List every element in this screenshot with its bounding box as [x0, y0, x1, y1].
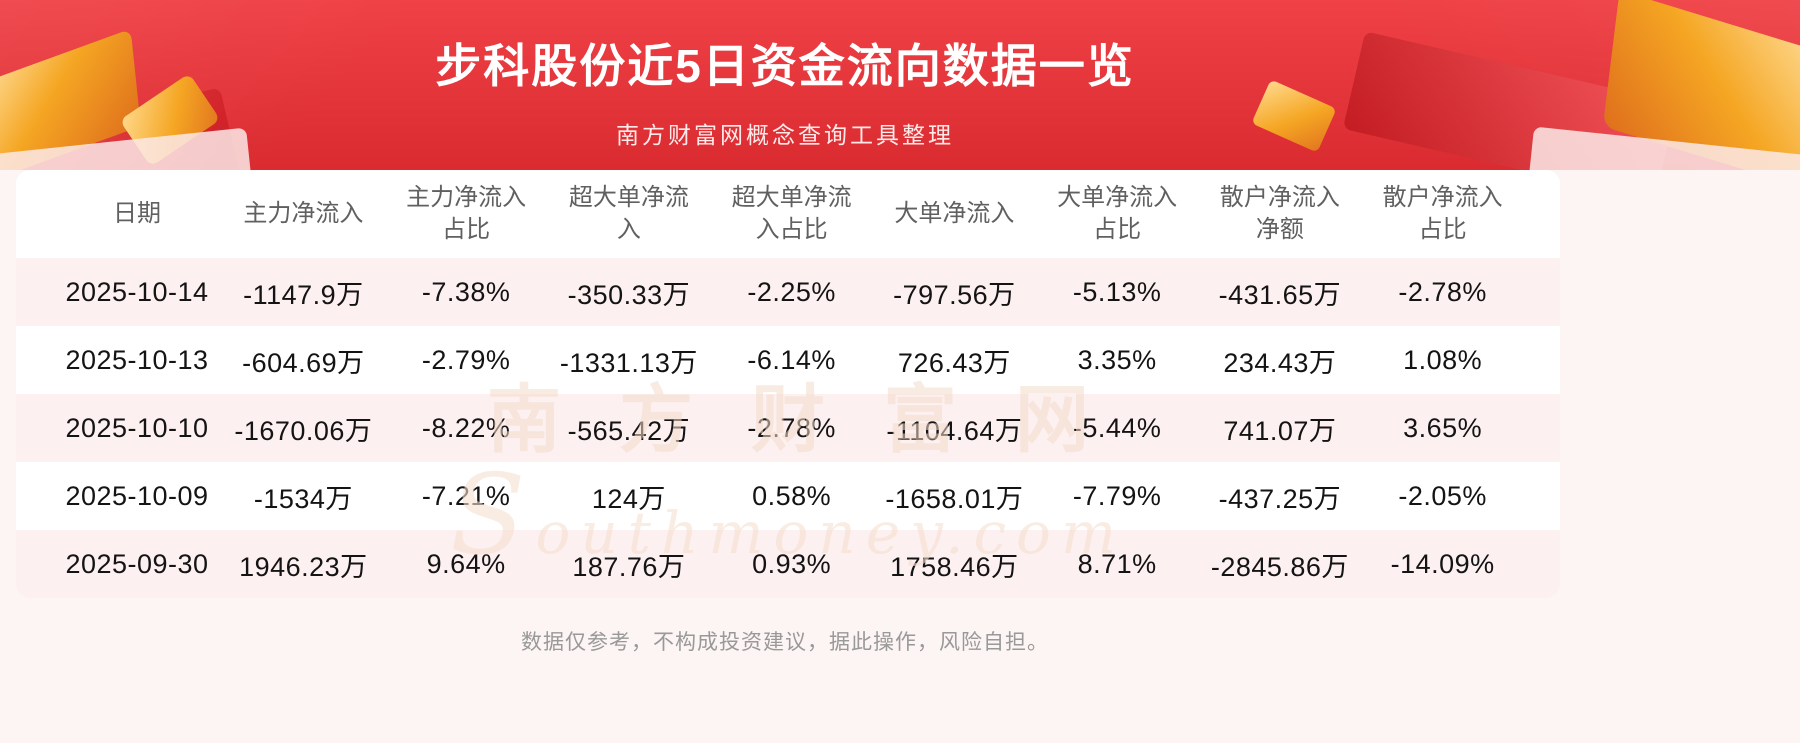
- value-cell: -1147.9万: [243, 279, 364, 310]
- column-header: 散户净流入 净额: [1219, 183, 1340, 243]
- value-cell: 1946.23万: [239, 551, 368, 582]
- value-cell: 8.71%: [1077, 548, 1157, 579]
- column-header: 超大单净流 入: [568, 183, 689, 243]
- value-cell: -2.78%: [747, 412, 836, 443]
- header-text-block: 步科股份近5日资金流向数据一览 南方财富网概念查询工具整理: [0, 30, 1570, 150]
- value-cell: -1534万: [253, 483, 353, 514]
- value-cell: 0.58%: [752, 480, 832, 511]
- table-header-row: 日期 主力净流入 主力净流入 占比 超大单净流 入超大单净流 入占比 大单净流入 大单净流…: [16, 170, 1560, 258]
- gold-ornament-top-right: [1602, 0, 1800, 170]
- column-header: 大单净流入 占比: [1057, 183, 1178, 243]
- table-row: 2025-09-30 1946.23万 9.64% 187.76万 0.93% 1758.…: [16, 530, 1560, 598]
- value-cell: -350.33万: [567, 279, 691, 310]
- value-cell: -2845.86万: [1210, 551, 1349, 582]
- table-row: 2025-10-13 -604.69万 -2.79% -1331.13万 -6.14% 7…: [16, 326, 1560, 394]
- value-cell: -5.44%: [1072, 412, 1162, 443]
- value-cell: -6.14%: [747, 344, 836, 375]
- value-cell: 726.43万: [897, 347, 1011, 378]
- value-cell: -797.56万: [893, 279, 1016, 310]
- date-cell: 2025-09-30: [65, 548, 209, 579]
- value-cell: -14.09%: [1390, 548, 1495, 579]
- table-body: 2025-10-14 -1147.9万 -7.38% -350.33万 -2.25% -7…: [16, 258, 1560, 598]
- date-cell: 2025-10-13: [65, 344, 209, 375]
- value-cell: -431.65万: [1218, 279, 1342, 310]
- value-cell: 3.65%: [1403, 412, 1483, 443]
- column-header: 主力净流入 占比: [406, 183, 527, 243]
- value-cell: -565.42万: [567, 415, 691, 446]
- table-row: 2025-10-09 -1534万 -7.21% 124万 0.58% -1658.01万…: [16, 462, 1560, 530]
- value-cell: 3.35%: [1077, 344, 1157, 375]
- column-header: 散户净流入 占比: [1382, 183, 1503, 243]
- value-cell: -2.78%: [1398, 276, 1487, 307]
- table-row: 2025-10-10 -1670.06万 -8.22% -565.42万 -2.78% -…: [16, 394, 1560, 462]
- page-title: 步科股份近5日资金流向数据一览: [435, 40, 1135, 92]
- value-cell: -7.79%: [1072, 480, 1162, 511]
- value-cell: 1758.46万: [890, 551, 1019, 582]
- date-cell: 2025-10-14: [65, 276, 209, 307]
- value-cell: 0.93%: [752, 548, 832, 579]
- value-cell: -7.38%: [421, 276, 511, 307]
- value-cell: -1331.13万: [559, 347, 698, 378]
- value-cell: 187.76万: [572, 551, 686, 582]
- value-cell: -5.13%: [1072, 276, 1162, 307]
- value-cell: -2.25%: [747, 276, 836, 307]
- value-cell: 9.64%: [426, 548, 506, 579]
- content-area: 日期 主力净流入 主力净流入 占比 超大单净流 入超大单净流 入占比 大单净流入 大单净流…: [0, 170, 1570, 656]
- fund-flow-table: 日期 主力净流入 主力净流入 占比 超大单净流 入超大单净流 入占比 大单净流入 大单净流…: [16, 170, 1560, 598]
- value-cell: -604.69万: [242, 347, 365, 378]
- column-header: 超大单净流 入占比: [731, 183, 852, 243]
- column-header: 主力净流入: [243, 199, 364, 227]
- value-cell: -1670.06万: [234, 415, 373, 446]
- disclaimer-text: 数据仅参考，不构成投资建议，据此操作，风险自担。: [521, 631, 1049, 654]
- value-cell: -437.25万: [1218, 483, 1342, 514]
- value-cell: -2.05%: [1398, 480, 1487, 511]
- header-banner: 步科股份近5日资金流向数据一览 南方财富网概念查询工具整理: [0, 0, 1800, 170]
- value-cell: 741.07万: [1223, 415, 1337, 446]
- value-cell: -1658.01万: [885, 483, 1024, 514]
- value-cell: -1104.64万: [886, 415, 1023, 446]
- date-cell: 2025-10-09: [65, 480, 209, 511]
- table-row: 2025-10-14 -1147.9万 -7.38% -350.33万 -2.25% -7…: [16, 258, 1560, 326]
- value-cell: -2.79%: [421, 344, 511, 375]
- value-cell: -8.22%: [421, 412, 511, 443]
- column-header: 日期: [113, 199, 161, 227]
- value-cell: -7.21%: [421, 480, 511, 511]
- value-cell: 234.43万: [1223, 347, 1337, 378]
- page-subtitle: 南方财富网概念查询工具整理: [616, 122, 954, 148]
- column-header: 大单净流入: [894, 199, 1015, 227]
- date-cell: 2025-10-10: [65, 412, 209, 443]
- value-cell: 124万: [591, 483, 666, 514]
- value-cell: 1.08%: [1403, 344, 1483, 375]
